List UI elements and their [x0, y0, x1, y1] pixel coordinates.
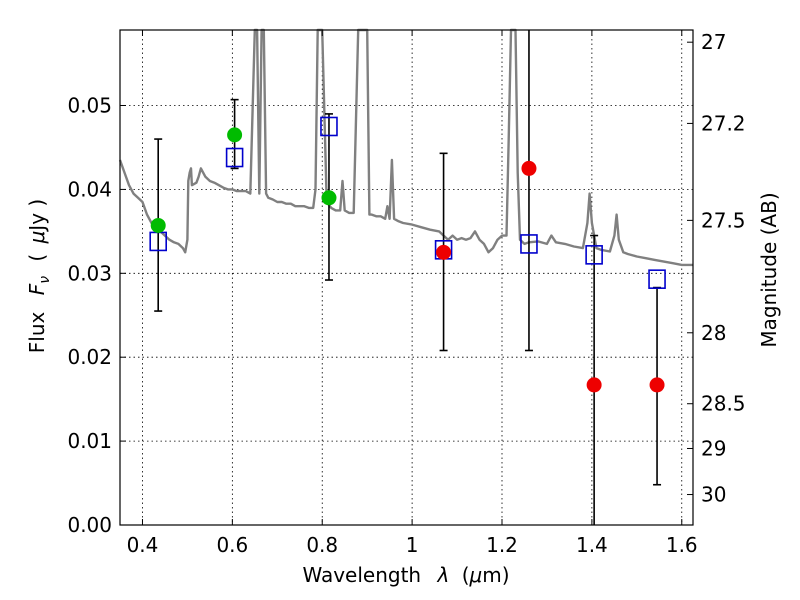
- plot-area: [120, 30, 693, 525]
- x-tick-label: 0.6: [216, 533, 248, 557]
- y-tick-label: 0.02: [67, 345, 112, 369]
- y-tick-label: 0.00: [67, 513, 112, 537]
- x-axis-label-unit-mu: μ: [469, 563, 483, 587]
- y-axis-label-symbol: F: [25, 283, 49, 295]
- y-tick-label: 0.01: [67, 429, 112, 453]
- x-tick-label: 1.6: [666, 533, 698, 557]
- plot-frame: [119, 29, 694, 526]
- x-tick-label: 1.2: [486, 533, 518, 557]
- y2-tick-label: 28.5: [701, 392, 746, 416]
- y2-tick-label: 27.5: [701, 208, 746, 232]
- red-point-marker: [649, 377, 665, 393]
- measurement-dot-series: [150, 127, 665, 393]
- model-box-marker: [320, 116, 338, 137]
- y-axis-label-prefix: Flux: [25, 311, 49, 353]
- x-tick-label: 1: [406, 533, 419, 557]
- y2-axis-label: Magnitude (AB): [757, 192, 781, 347]
- y-tick-label: 0.05: [67, 94, 112, 118]
- y-tick-label: 0.03: [67, 261, 112, 285]
- grid-lines: [120, 30, 693, 526]
- x-axis-label-prefix: Wavelength: [302, 563, 421, 587]
- x-tick-label: 1.4: [576, 533, 608, 557]
- y2-tick-label: 27.2: [701, 111, 746, 135]
- y2-tick-label: 27: [701, 30, 726, 54]
- y-tick-label: 0.04: [67, 177, 112, 201]
- y2-tick-label: 28: [701, 321, 726, 345]
- model-box-marker: [585, 245, 603, 265]
- axis-ticks: 0.4 0.6 0.8 1 1.2 1.4 1.6 0.00 0.01 0.02 0.03 0.04 0…: [67, 30, 746, 557]
- green-point-marker: [321, 190, 337, 206]
- model-box-marker: [520, 234, 538, 254]
- y-axis-label: Flux Fν ( μJy ): [25, 199, 54, 353]
- red-point-marker: [436, 244, 452, 260]
- red-point-marker: [521, 160, 537, 176]
- y-axis-label-unit-mu: μ: [25, 231, 49, 245]
- x-axis-label-unit-open: (: [462, 563, 470, 587]
- x-axis-label-unit-rest: m): [482, 563, 509, 587]
- model-box-marker: [648, 269, 666, 289]
- x-axis-label: Wavelength λ (μm): [302, 563, 509, 587]
- green-point-marker: [227, 127, 243, 143]
- y-axis-label-unit-open: (: [25, 254, 49, 262]
- model-box-marker: [225, 147, 244, 168]
- red-point-marker: [586, 377, 602, 393]
- y-axis-label-subscript: ν: [37, 276, 53, 284]
- y-axis-label-unit-rest: Jy ): [25, 199, 49, 233]
- y2-tick-label: 29: [701, 436, 726, 460]
- x-tick-label: 0.4: [127, 533, 159, 557]
- y2-tick-label: 30: [701, 483, 726, 507]
- x-axis-label-symbol: λ: [436, 563, 449, 587]
- green-point-marker: [150, 217, 166, 233]
- x-tick-label: 0.8: [306, 533, 338, 557]
